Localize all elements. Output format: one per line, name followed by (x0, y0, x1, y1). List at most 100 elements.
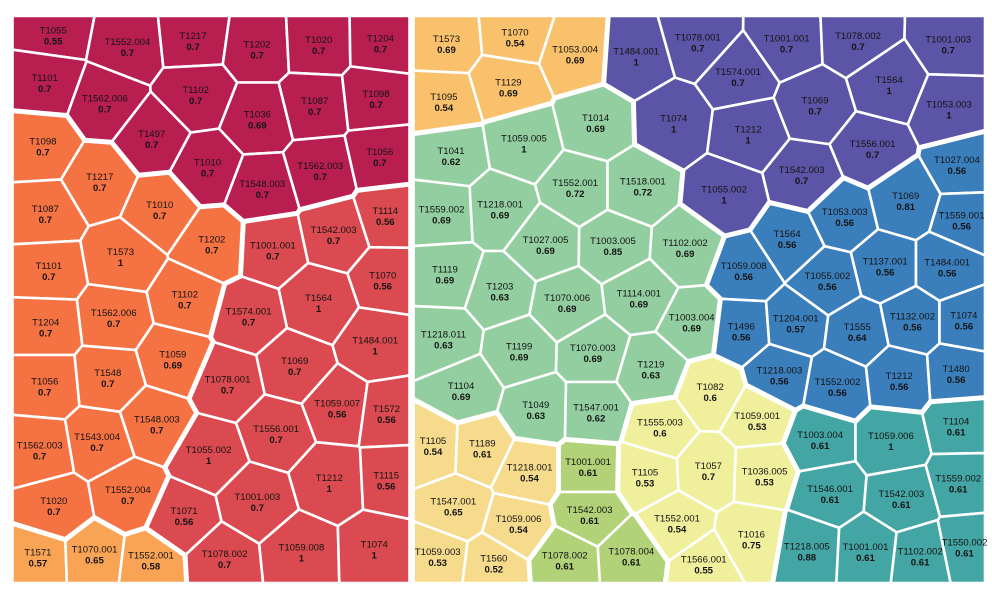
cell-dark-red-T1098[interactable] (340, 65, 411, 132)
cell-value-label: 1 (745, 135, 751, 146)
cell-id-label: T1204.001 (773, 313, 819, 324)
cell-value-label: 0.7 (269, 435, 282, 446)
cell-id-label: T1548.003 (134, 414, 180, 425)
group-separator (618, 401, 635, 445)
cell-value-label: 0.54 (424, 447, 443, 458)
cell-value-label: 0.6 (704, 393, 717, 404)
cell-id-label: T1542.003 (567, 505, 613, 516)
group-separator (455, 409, 500, 426)
cell-id-label: T1070.003 (570, 343, 616, 354)
cell-value-label: 0.7 (780, 44, 793, 55)
cell-value-label: 0.7 (250, 51, 263, 62)
cell-value-label: 0.55 (44, 37, 63, 48)
cell-id-label: T1218.005 (784, 542, 830, 553)
cell-teal-T1559.002[interactable] (924, 451, 987, 519)
group-separator (240, 210, 301, 224)
cell-id-label: T1001.001 (843, 542, 889, 553)
cell-value-label: 0.63 (641, 370, 660, 381)
cell-blue-T1480[interactable] (925, 342, 987, 404)
group-separator (738, 365, 749, 388)
cell-id-label: T1114 (372, 206, 398, 217)
cell-value-label: 0.7 (691, 44, 704, 55)
cell-red-T1074[interactable] (336, 508, 411, 585)
cell-id-label: T1572 (373, 404, 400, 415)
cell-id-label: T1219 (637, 359, 664, 370)
cell-id-label: T1562.006 (82, 93, 128, 104)
group-separator (800, 403, 858, 424)
cell-id-label: T1027.004 (934, 155, 981, 166)
cell-value-label: 0.56 (373, 281, 392, 292)
cell-id-label: T1098 (362, 89, 389, 100)
cell-id-label: T1552.004 (105, 485, 152, 496)
group-separator (916, 128, 988, 151)
cell-value-label: 0.69 (452, 392, 471, 403)
cell-id-label: T1204 (32, 317, 60, 328)
cell-value-label: 0.56 (938, 269, 957, 280)
cell-value-label: 0.56 (876, 267, 895, 278)
cell-value-label: 0.56 (818, 282, 837, 293)
group-separator (143, 525, 188, 558)
cell-value-label: 0.7 (121, 496, 134, 507)
cell-value-label: 0.7 (314, 172, 327, 183)
labels-right: T15730.69T10700.54T1053.0040.69T11290.69… (415, 27, 988, 576)
cell-dark-red-T1056[interactable] (343, 123, 411, 192)
group-separator (780, 407, 798, 446)
cell-id-label: T1218.001 (477, 199, 523, 210)
cell-value-label: 0.53 (748, 422, 767, 433)
cell-id-label: T1055.002 (186, 445, 232, 456)
cell-value-label: 0.7 (93, 183, 106, 194)
cell-id-label: T1098 (29, 137, 56, 148)
cell-id-label: T1020 (305, 35, 332, 46)
cell-value-label: 1 (373, 347, 379, 358)
cell-id-label: T1552.002 (814, 377, 860, 388)
group-separator (182, 552, 190, 586)
cell-id-label: T1199 (506, 342, 533, 353)
cell-id-label: T1070.006 (544, 293, 590, 304)
group-separator (551, 81, 607, 101)
group-separator (10, 108, 70, 119)
group-separator (615, 441, 621, 495)
group-separator (632, 141, 686, 174)
cell-id-label: T1562.003 (297, 161, 343, 172)
cell-id-label: T1547.001 (573, 402, 619, 413)
cell-value-label: 0.56 (828, 388, 847, 399)
cell-value-label: 0.69 (437, 45, 456, 56)
cell-value-label: 1 (206, 456, 212, 467)
group-separator (853, 404, 873, 424)
cell-teal-T1550.002[interactable] (936, 511, 987, 585)
cell-id-label: T1101 (31, 73, 58, 84)
cell-value-label: 1 (721, 196, 727, 207)
group-separator (186, 339, 216, 402)
group-separator (927, 395, 988, 405)
cell-id-label: T1055.002 (701, 185, 747, 196)
cell-id-label: T1548 (94, 368, 121, 379)
cell-value-label: 0.56 (948, 166, 967, 177)
cell-id-label: T1218.011 (421, 329, 466, 340)
cell-id-label: T1137.001 (863, 256, 908, 267)
cell-id-label: T1104 (943, 417, 970, 428)
group-separator (615, 489, 635, 517)
group-separator (208, 281, 228, 340)
cell-id-label: T1059.006 (868, 431, 914, 442)
cell-value-label: 0.61 (892, 500, 911, 511)
cell-value-label: 0.7 (808, 107, 821, 118)
cell-id-label: T1484.001 (613, 47, 659, 58)
group-separator (122, 525, 149, 537)
cell-id-label: T1547.001 (430, 497, 476, 508)
cell-id-label: T1078.002 (835, 31, 881, 42)
cell-value-label: 0.7 (145, 140, 158, 151)
group-separator (710, 296, 723, 358)
cell-id-label: T1552.001 (552, 178, 598, 189)
cell-id-label: T1203 (486, 282, 513, 293)
group-separator (770, 507, 788, 586)
group-separator (143, 473, 172, 531)
cell-id-label: T1074 (950, 310, 978, 321)
group-separator (784, 469, 801, 513)
cell-value-label: 0.7 (39, 328, 52, 339)
cell-value-label: 0.7 (374, 45, 387, 56)
cells-left (11, 14, 411, 585)
cell-value-label: 0.56 (732, 332, 751, 343)
cell-id-label: T1001.001 (565, 457, 611, 468)
cell-id-label: T1087 (301, 96, 328, 107)
